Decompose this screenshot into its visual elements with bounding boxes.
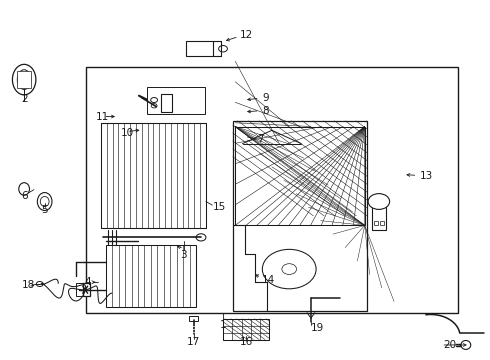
Text: 14: 14 xyxy=(262,275,275,285)
Text: 6: 6 xyxy=(21,191,27,201)
Bar xyxy=(106,244,196,307)
Text: 3: 3 xyxy=(181,250,187,260)
Circle shape xyxy=(282,264,296,274)
Bar xyxy=(233,121,367,311)
Text: 13: 13 xyxy=(420,171,433,181)
Bar xyxy=(223,319,270,339)
Text: 11: 11 xyxy=(96,112,109,122)
Bar xyxy=(17,71,31,88)
Circle shape xyxy=(262,249,316,289)
Ellipse shape xyxy=(37,193,52,211)
Ellipse shape xyxy=(12,64,36,95)
Bar xyxy=(374,221,378,225)
Text: 8: 8 xyxy=(262,106,269,116)
Bar xyxy=(76,283,87,296)
Bar xyxy=(380,221,384,225)
Bar xyxy=(235,126,365,225)
Circle shape xyxy=(196,234,206,241)
Ellipse shape xyxy=(17,70,31,89)
Bar xyxy=(189,316,198,320)
Ellipse shape xyxy=(461,341,471,350)
Text: 17: 17 xyxy=(187,337,200,347)
Circle shape xyxy=(219,45,227,52)
Ellipse shape xyxy=(40,197,49,207)
Circle shape xyxy=(368,194,390,210)
Bar xyxy=(101,123,206,228)
Text: 16: 16 xyxy=(239,337,253,347)
Bar xyxy=(161,94,171,112)
Text: 5: 5 xyxy=(41,206,48,216)
Text: 15: 15 xyxy=(213,202,226,212)
Text: 7: 7 xyxy=(257,134,264,144)
Circle shape xyxy=(151,98,158,103)
Bar xyxy=(186,41,213,56)
Text: 2: 2 xyxy=(21,94,27,104)
Ellipse shape xyxy=(19,183,29,195)
Bar xyxy=(235,126,365,225)
Text: 4: 4 xyxy=(84,277,91,287)
Text: 10: 10 xyxy=(121,129,134,138)
Circle shape xyxy=(36,282,43,287)
Bar xyxy=(83,283,90,296)
Text: 9: 9 xyxy=(262,93,269,103)
Text: 19: 19 xyxy=(311,323,324,333)
Bar xyxy=(86,67,458,313)
Text: 12: 12 xyxy=(240,30,253,40)
Bar xyxy=(147,87,205,114)
Circle shape xyxy=(151,104,157,108)
Text: 18: 18 xyxy=(22,280,35,290)
Bar xyxy=(372,203,386,230)
Text: 1: 1 xyxy=(220,320,226,330)
Text: 20: 20 xyxy=(443,340,456,350)
